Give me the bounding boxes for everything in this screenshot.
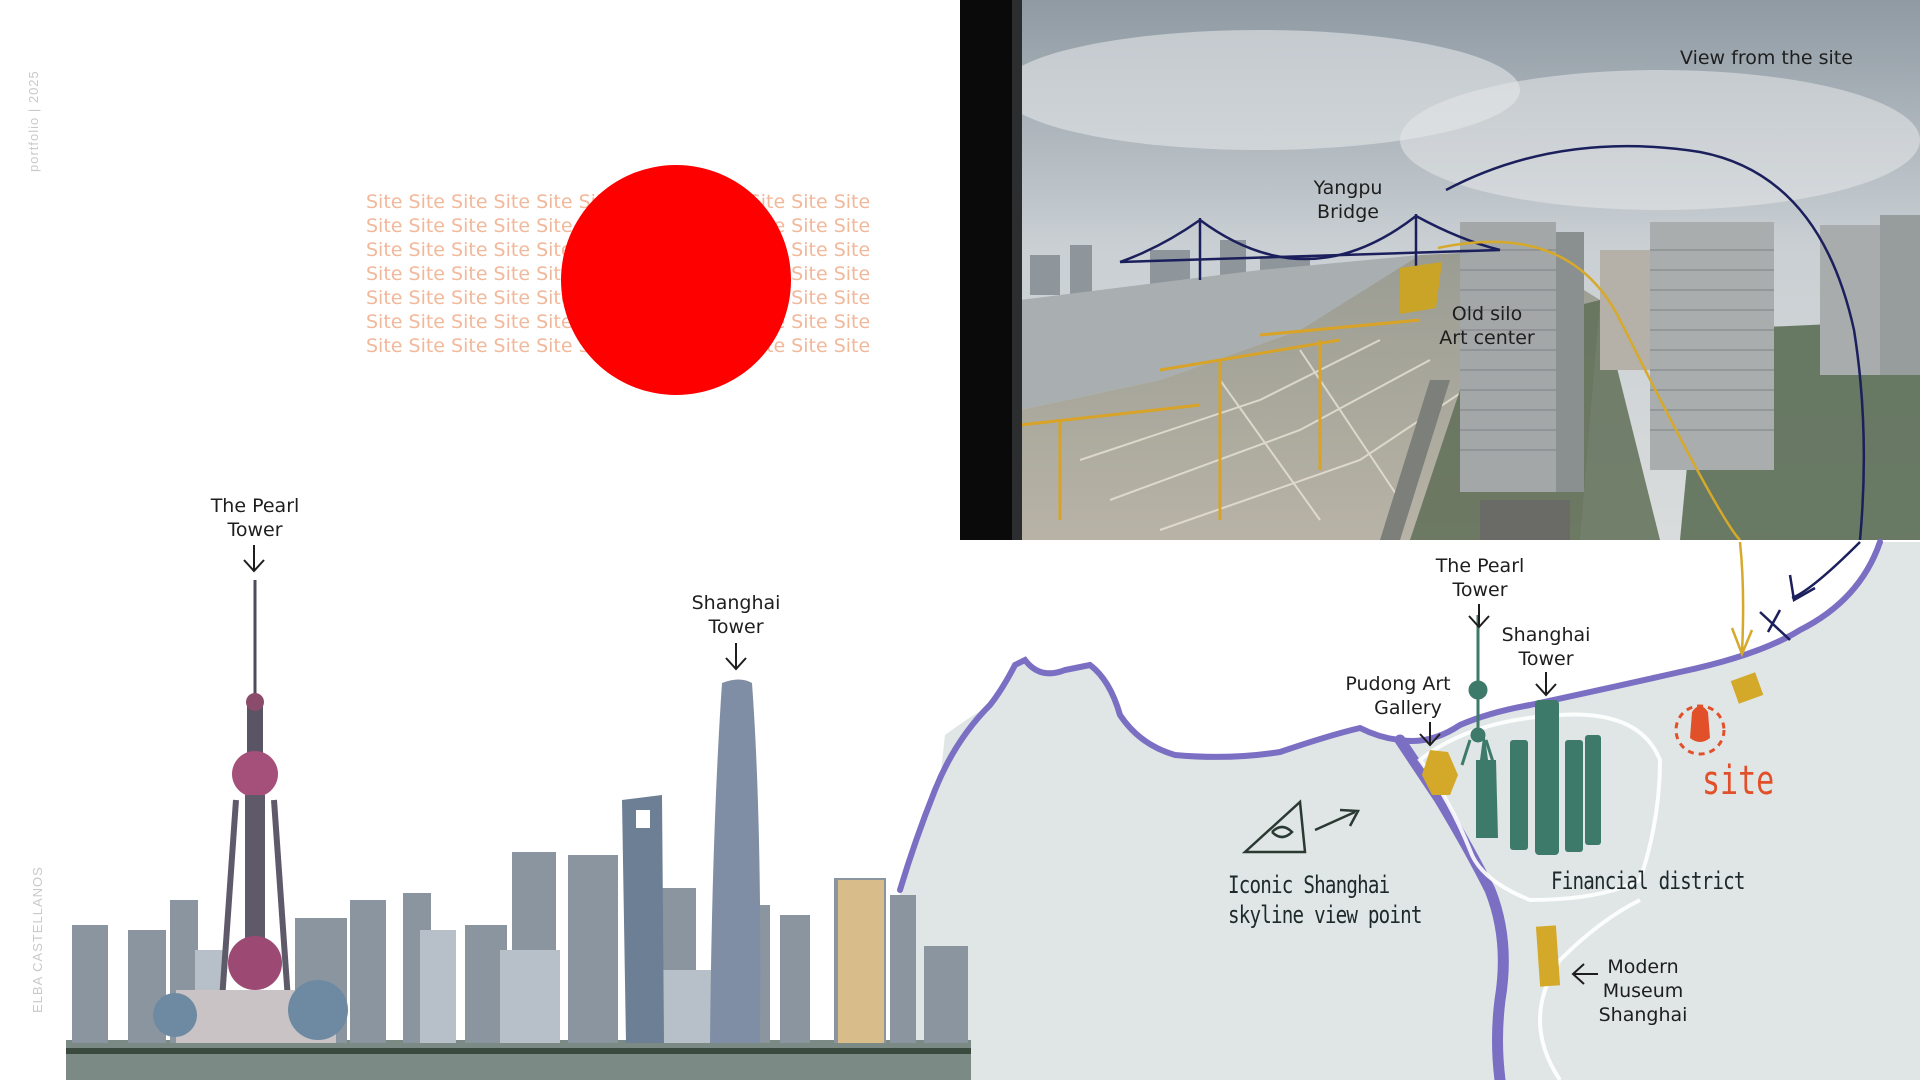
- huangpu-river-line: [897, 539, 1883, 893]
- skyline-pearl-label-line1: The Pearl: [210, 495, 300, 517]
- cranes: [1019, 318, 1421, 520]
- pearl-tower-icon: [1460, 615, 1496, 766]
- red-sun-circle: [561, 165, 791, 395]
- pudong-land: [890, 542, 1920, 1080]
- site-pin-icon: [1690, 706, 1710, 742]
- yangpu-bridge-label-line1: Yangpu: [1313, 177, 1383, 199]
- silo-arrow-end: [1738, 541, 1745, 653]
- label-arrows: [243, 545, 1598, 985]
- river-water: [1020, 255, 1420, 410]
- museum-label-line3: Shanghai: [1598, 1004, 1688, 1026]
- financial-district-towers: [1476, 700, 1601, 855]
- site-view-photo: View from the site Yangpu Bridge Old sil…: [960, 0, 1920, 540]
- bridge-map-symbol: [1759, 609, 1791, 641]
- map-gallery-label-line2: Gallery: [1374, 697, 1442, 719]
- modern-museum-marker: [1535, 925, 1561, 987]
- skyline-shanghai-label-line1: Shanghai: [691, 592, 781, 614]
- view-arrow-end: [1791, 541, 1861, 600]
- viewpoint-label-line2: skyline view point: [1228, 901, 1422, 929]
- pudong-art-gallery-marker: [1422, 750, 1458, 795]
- museum-label-line1: Modern: [1607, 956, 1679, 978]
- old-silo-marker: [1400, 262, 1442, 314]
- residential-towers: [1460, 215, 1920, 492]
- map-shanghai-label-line2: Tower: [1518, 648, 1574, 670]
- old-silo-map-marker: [1730, 672, 1764, 704]
- window-frame: [960, 0, 1012, 540]
- eye-viewpoint-icon: [1241, 799, 1361, 854]
- map-pearl-label-line2: Tower: [1452, 579, 1508, 601]
- map-shanghai-label-line1: Shanghai: [1501, 624, 1591, 646]
- view-direction-arrow: [1445, 144, 1866, 540]
- shanghai-skyline: [66, 580, 971, 1080]
- museum-label-line2: Museum: [1602, 980, 1684, 1002]
- old-silo-label-line2: Art center: [1439, 327, 1535, 349]
- viewpoint-label-line1: Iconic Shanghai: [1228, 871, 1390, 899]
- yangpu-bridge-label-line2: Bridge: [1317, 201, 1379, 223]
- map-pearl-label-line1: The Pearl: [1435, 555, 1525, 577]
- skyline-pearl-label-line2: Tower: [227, 519, 283, 541]
- photo-caption: View from the site: [1680, 47, 1853, 69]
- shanghai-tower-building: [710, 679, 761, 1043]
- site-map-label: site: [1702, 758, 1775, 804]
- map-gallery-label-line1: Pudong Art: [1345, 673, 1451, 695]
- skyline-shanghai-label-line2: Tower: [708, 616, 764, 638]
- financial-district-label: Financial district: [1551, 867, 1745, 895]
- site-view-illustration: [960, 0, 1920, 540]
- silo-to-site-arrow: [1437, 240, 1741, 540]
- old-silo-label-line1: Old silo: [1451, 303, 1523, 325]
- bridge-sketch: [1119, 214, 1501, 280]
